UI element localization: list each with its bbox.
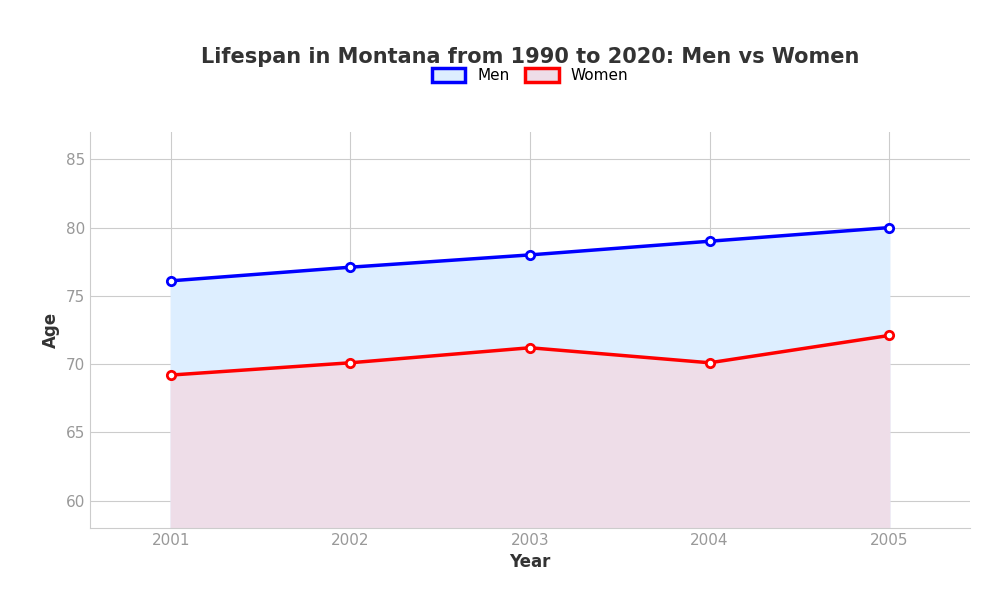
Title: Lifespan in Montana from 1990 to 2020: Men vs Women: Lifespan in Montana from 1990 to 2020: M… [201,47,859,67]
Legend: Men, Women: Men, Women [432,68,628,83]
Y-axis label: Age: Age [42,312,60,348]
X-axis label: Year: Year [509,553,551,571]
